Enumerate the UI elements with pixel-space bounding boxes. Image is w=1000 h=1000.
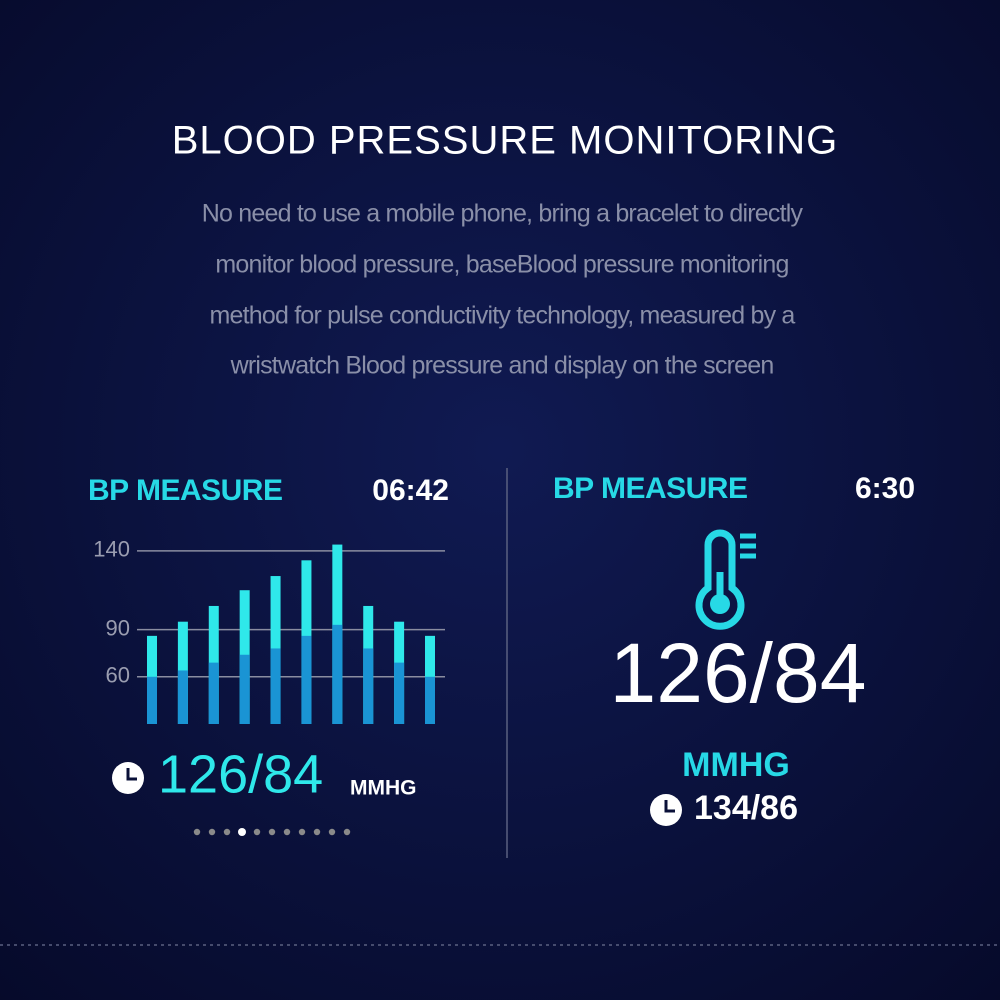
panel-label: BP MEASURE xyxy=(88,474,282,507)
bar xyxy=(177,670,188,724)
y-tick-label: 140 xyxy=(93,537,130,562)
page-dot xyxy=(283,828,291,836)
bar xyxy=(332,624,343,724)
reading: 126/84 xyxy=(610,626,867,720)
bar xyxy=(425,676,435,724)
unit: MMHG xyxy=(350,777,417,800)
bar xyxy=(208,662,219,724)
unit: MMHG xyxy=(682,746,790,784)
clock-icon xyxy=(112,762,144,794)
bar xyxy=(147,676,157,724)
panel-label: BP MEASURE xyxy=(553,472,747,505)
page-dot xyxy=(208,828,216,836)
panel-time: 6:30 xyxy=(855,472,915,505)
bar-chart: 140 90 60 xyxy=(93,537,445,724)
y-tick-label: 60 xyxy=(106,663,130,688)
page-dot xyxy=(298,828,306,836)
description-line: No need to use a mobile phone, bring a b… xyxy=(202,200,804,228)
page-dot xyxy=(328,828,336,836)
reading: 126/84 xyxy=(158,744,323,804)
bar xyxy=(394,662,405,724)
description-line: wristwatch Blood pressure and display on… xyxy=(230,352,774,380)
title: BLOOD PRESSURE MONITORING xyxy=(172,119,839,163)
pagination xyxy=(193,828,351,836)
description-line: monitor blood pressure, baseBlood pressu… xyxy=(215,251,788,279)
page-dot xyxy=(343,828,351,836)
page-dot xyxy=(253,828,261,836)
panel-time: 06:42 xyxy=(372,474,449,507)
page-dot xyxy=(238,828,246,836)
clock-icon xyxy=(650,794,682,826)
description: No need to use a mobile phone, bring a b… xyxy=(202,200,805,380)
bar xyxy=(301,635,312,724)
thermometer-icon xyxy=(695,529,756,630)
page-dot xyxy=(313,828,321,836)
previous-reading: 134/86 xyxy=(694,789,798,827)
page-dot xyxy=(193,828,201,836)
page-dot xyxy=(268,828,276,836)
bar xyxy=(270,648,281,724)
bar xyxy=(239,654,250,724)
description-line: method for pulse conductivity technology… xyxy=(209,302,795,330)
bar xyxy=(363,648,374,724)
page-dot xyxy=(223,828,231,836)
y-tick-label: 90 xyxy=(106,615,130,640)
